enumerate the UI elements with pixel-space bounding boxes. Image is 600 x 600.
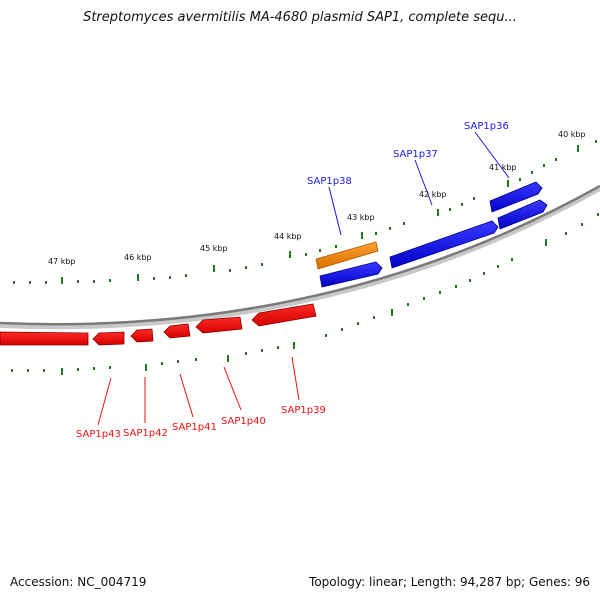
topology-summary: Topology: linear; Length: 94,287 bp; Gen… — [309, 575, 590, 589]
gene-arrow-sap1p38[interactable] — [319, 261, 383, 288]
scale-label-41: 41 kbp — [489, 163, 517, 172]
gene-label-sap1p40[interactable]: SAP1p40 — [221, 416, 266, 427]
backbone-line — [0, 184, 600, 326]
forward-genes — [315, 181, 548, 288]
gene-label-sap1p38[interactable]: SAP1p38 — [307, 176, 352, 187]
outer-tick-ring — [13, 140, 597, 284]
gene-label-sap1p36[interactable]: SAP1p36 — [464, 121, 509, 132]
scale-label-45: 45 kbp — [200, 244, 228, 253]
gene-arrow-sap1p42[interactable] — [130, 328, 154, 343]
backbone-shadow — [0, 187, 600, 330]
gene-label-sap1p37[interactable]: SAP1p37 — [393, 149, 438, 160]
gene-arrow-sap1p36[interactable] — [489, 181, 543, 213]
gene-arrow-sap1p41[interactable] — [163, 323, 191, 339]
reverse-gene-labels — [97, 356, 300, 426]
gene-arrow-sap1p40[interactable] — [195, 316, 243, 334]
map-title: Streptomyces avermitilis MA-4680 plasmid… — [83, 10, 517, 25]
gene-arrow-sap1p37[interactable] — [389, 220, 499, 269]
gene-arrow-sap1p35[interactable] — [497, 199, 548, 230]
gene-arrow-sap1p44[interactable] — [0, 331, 89, 346]
gene-arrow-sap1p38-selected[interactable] — [315, 241, 379, 270]
forward-gene-labels — [328, 131, 510, 236]
accession-label: Accession: NC_004719 — [10, 575, 147, 589]
gene-label-sap1p41[interactable]: SAP1p41 — [172, 422, 217, 433]
gene-arrow-sap1p39[interactable] — [251, 303, 317, 327]
gene-arrow-sap1p43[interactable] — [92, 331, 125, 346]
scale-label-43: 43 kbp — [347, 213, 375, 222]
gene-label-sap1p39[interactable]: SAP1p39 — [281, 405, 326, 416]
scale-label-42: 42 kbp — [419, 190, 447, 199]
scale-label-46: 46 kbp — [124, 253, 152, 262]
scale-label-44: 44 kbp — [274, 232, 302, 241]
scale-label-47: 47 kbp — [48, 257, 76, 266]
reverse-genes — [0, 303, 317, 346]
scale-label-40: 40 kbp — [558, 130, 586, 139]
gene-label-sap1p43[interactable]: SAP1p43 — [76, 429, 121, 440]
inner-tick-ring — [11, 213, 599, 375]
gene-label-sap1p42[interactable]: SAP1p42 — [123, 428, 168, 439]
